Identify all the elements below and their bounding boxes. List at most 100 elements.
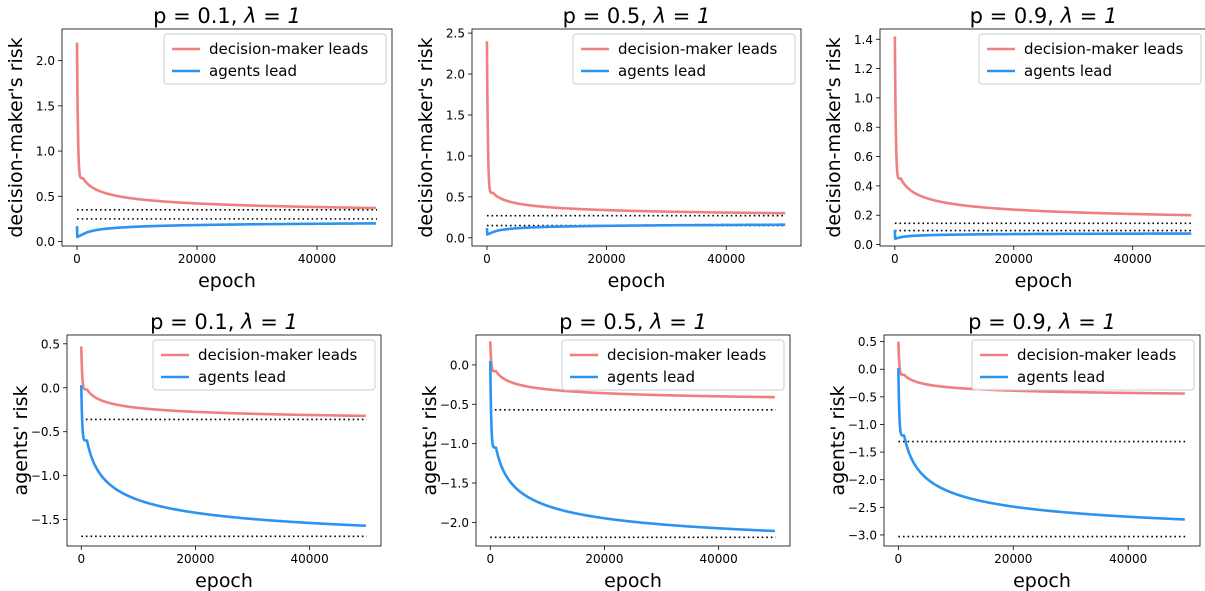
legend-label-2: agents lead <box>1017 368 1105 386</box>
y-axis-label: decision-maker's risk <box>823 37 845 237</box>
title-params: p = 0.9, <box>968 310 1059 334</box>
x-tick-label: 20000 <box>995 252 1033 266</box>
subplot-6: 0 20000 40000 −3.0 −2.5 −2.0 −1.5 −1.0 −0.5 0.0 0.… <box>827 310 1201 591</box>
x-axis-label: epoch <box>608 270 666 292</box>
x-tick-label: 20000 <box>994 552 1032 566</box>
x-axis-label: epoch <box>195 570 253 591</box>
y-tick-label: 1.5 <box>446 108 465 122</box>
legend-box <box>561 339 785 391</box>
y-tick-label: 0.0 <box>854 238 873 252</box>
y-tick-label: −1.5 <box>440 477 469 491</box>
y-tick-label: −1.0 <box>848 418 877 432</box>
title-params: p = 0.5, <box>559 310 650 334</box>
y-tick-label: 2.0 <box>36 54 55 68</box>
subplot-title: p = 0.9, λ = 1 <box>968 310 1116 334</box>
y-axis-label: agents' risk <box>827 385 849 495</box>
series-line-1 <box>488 341 775 399</box>
y-tick-label: 2.0 <box>446 68 465 82</box>
legend-box <box>971 339 1195 391</box>
subplot-title: p = 0.1, λ = 1 <box>150 310 298 334</box>
title-lambda: λ = 1 <box>649 310 707 334</box>
y-tick-label: −3.0 <box>848 528 877 542</box>
y-tick-label: 0.0 <box>858 363 877 377</box>
y-tick-label: 0.2 <box>854 209 873 223</box>
x-tick-label: 0 <box>891 252 899 266</box>
legend-label-2: agents lead <box>209 62 297 80</box>
legend: decision-maker leads agents lead <box>561 339 785 391</box>
series-line-2 <box>488 360 775 533</box>
x-tick-label: 0 <box>483 252 491 266</box>
legend: decision-maker leads agents lead <box>978 33 1202 85</box>
y-tick-label: 0.0 <box>41 381 60 395</box>
y-tick-label: 1.0 <box>854 91 873 105</box>
legend-label-2: agents lead <box>618 62 706 80</box>
subplot-1: 0 20000 40000 0.0 0.5 1.0 1.5 2.0 epoch decision-… <box>5 4 393 292</box>
plot-frame <box>61 28 393 247</box>
y-tick-label: 0.5 <box>858 335 877 349</box>
series-line-1 <box>79 346 366 418</box>
title-params: p = 0.5, <box>563 4 654 28</box>
plot-frame <box>471 28 802 247</box>
y-tick-label: 0.5 <box>41 337 60 351</box>
legend-label-2: agents lead <box>607 368 695 386</box>
y-tick-label: 1.0 <box>446 149 465 163</box>
subplot-2: 0 20000 40000 0.0 0.5 1.0 1.5 2.0 2.5 epoch decisi… <box>415 4 802 292</box>
y-tick-label: −1.5 <box>848 446 877 460</box>
plot-frame <box>883 334 1201 547</box>
subplot-5: 0 20000 40000 −2.0 −1.5 −1.0 −0.5 0.0 epoch agent… <box>419 310 791 591</box>
legend-box <box>978 33 1202 85</box>
legend-label-1: decision-maker leads <box>209 40 368 58</box>
x-tick-label: 40000 <box>707 252 745 266</box>
y-axis-label: agents' risk <box>10 385 32 495</box>
series-line-1 <box>485 41 786 215</box>
x-tick-label: 0 <box>73 252 81 266</box>
plot-frame <box>66 334 382 547</box>
y-tick-label: 1.2 <box>854 62 873 76</box>
plot-frame <box>879 28 1205 247</box>
y-tick-label: −2.5 <box>848 501 877 515</box>
series-line-2 <box>893 229 1192 240</box>
series-line-2 <box>75 222 377 239</box>
y-tick-label: 1.5 <box>36 99 55 113</box>
y-axis-label: decision-maker's risk <box>5 37 27 237</box>
y-tick-label: −1.0 <box>31 469 60 483</box>
x-tick-label: 0 <box>895 552 903 566</box>
legend-box <box>152 339 376 391</box>
title-lambda: λ = 1 <box>240 310 298 334</box>
y-axis-label: agents' risk <box>419 385 441 495</box>
x-tick-label: 40000 <box>291 552 329 566</box>
y-tick-label: 0.8 <box>854 121 873 135</box>
y-tick-label: 2.5 <box>446 27 465 41</box>
series-line-1 <box>75 42 377 210</box>
title-lambda: λ = 1 <box>653 4 711 28</box>
legend-label-2: agents lead <box>1024 62 1112 80</box>
subplot-title: p = 0.5, λ = 1 <box>563 4 711 28</box>
x-tick-label: 40000 <box>700 552 738 566</box>
subplot-title: p = 0.5, λ = 1 <box>559 310 707 334</box>
y-tick-label: −1.5 <box>31 513 60 527</box>
x-tick-label: 40000 <box>1114 252 1152 266</box>
legend-label-1: decision-maker leads <box>607 346 766 364</box>
legend-label-1: decision-maker leads <box>198 346 357 364</box>
x-axis-label: epoch <box>1013 570 1071 591</box>
x-tick-label: 0 <box>486 552 494 566</box>
y-tick-label: −1.0 <box>440 437 469 451</box>
y-axis-label: decision-maker's risk <box>415 37 437 237</box>
series-line-2 <box>897 368 1185 521</box>
legend-label-1: decision-maker leads <box>618 40 777 58</box>
series-line-2 <box>79 385 366 528</box>
legend: decision-maker leads agents lead <box>152 339 376 391</box>
x-axis-label: epoch <box>198 270 256 292</box>
legend: decision-maker leads agents lead <box>971 339 1195 391</box>
y-tick-label: −2.0 <box>440 516 469 530</box>
y-tick-label: 0.5 <box>446 190 465 204</box>
y-tick-label: −0.5 <box>31 425 60 439</box>
x-tick-label: 20000 <box>587 252 625 266</box>
title-lambda: λ = 1 <box>1060 4 1118 28</box>
legend-label-2: agents lead <box>198 368 286 386</box>
x-tick-label: 20000 <box>585 552 623 566</box>
x-axis-label: epoch <box>604 570 662 591</box>
series-line-2 <box>485 223 786 236</box>
subplot-3: 0 20000 40000 0.0 0.2 0.4 0.6 0.8 1.0 1.2 1.4 epoch… <box>823 4 1205 292</box>
x-tick-label: 40000 <box>298 252 336 266</box>
